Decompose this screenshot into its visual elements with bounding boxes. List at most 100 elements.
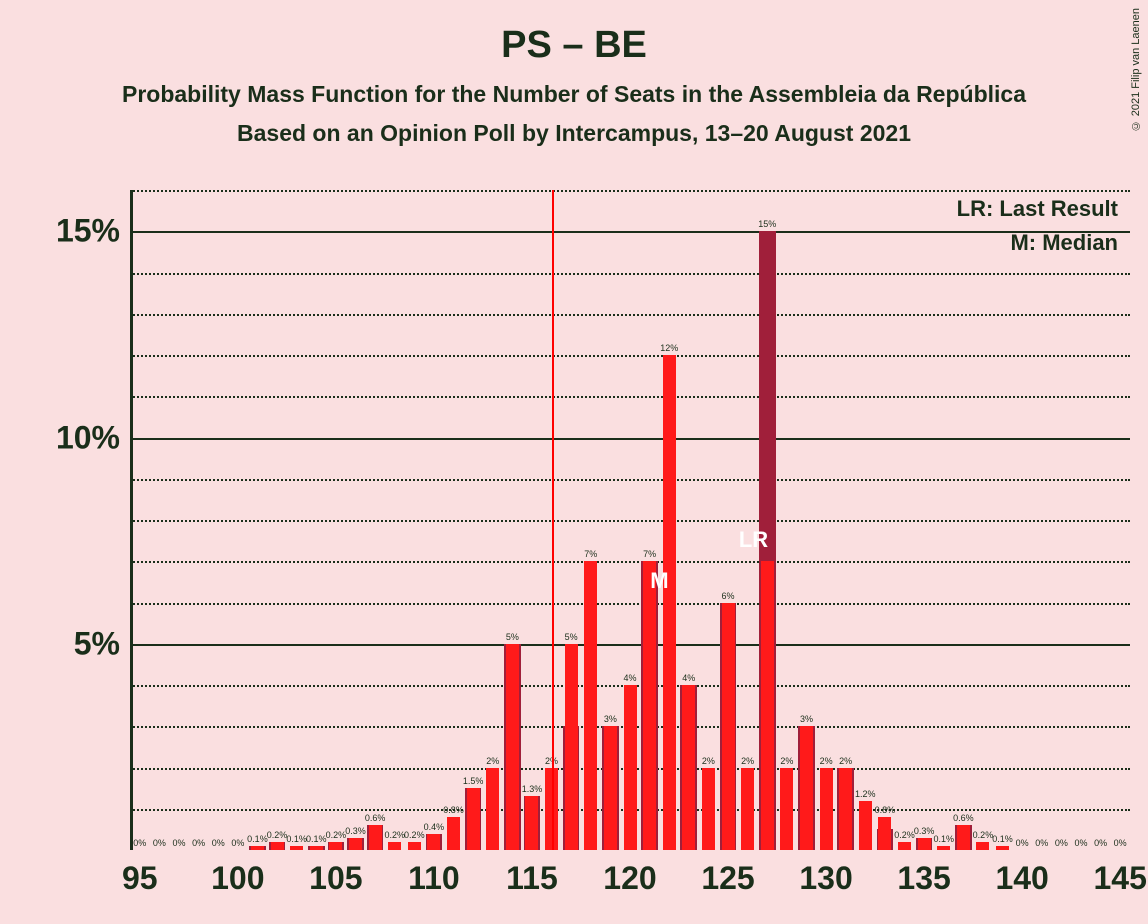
bar-value-label: 2% bbox=[820, 756, 833, 766]
bar-value-label: 0.3% bbox=[914, 826, 935, 836]
bar-value-label: 5% bbox=[565, 632, 578, 642]
bar-front bbox=[800, 726, 813, 850]
median-line bbox=[552, 190, 554, 850]
bar-front bbox=[663, 355, 676, 850]
x-tick-label: 120 bbox=[603, 860, 656, 897]
bar-value-label: 0.2% bbox=[384, 830, 405, 840]
bar-value-label: 0.6% bbox=[953, 813, 974, 823]
bar-front bbox=[682, 685, 695, 850]
bar-value-label: 4% bbox=[623, 673, 636, 683]
bar-front bbox=[408, 842, 421, 850]
bar-front bbox=[976, 842, 989, 850]
x-tick-label: 110 bbox=[408, 860, 460, 897]
bar-value-label: 0.3% bbox=[345, 826, 366, 836]
x-tick-label: 145 bbox=[1093, 860, 1146, 897]
bar-front bbox=[427, 834, 440, 851]
gridline-major bbox=[130, 644, 1130, 646]
bar-front bbox=[388, 842, 401, 850]
bar-front bbox=[565, 644, 578, 850]
bar-value-label: 0% bbox=[1074, 838, 1087, 848]
bar-value-label: 2% bbox=[839, 756, 852, 766]
bar-value-label: 0% bbox=[192, 838, 205, 848]
gridline-minor bbox=[130, 561, 1130, 563]
legend-last-result: LR: Last Result bbox=[957, 196, 1118, 222]
bar-front bbox=[780, 768, 793, 851]
bar-value-label: 0% bbox=[231, 838, 244, 848]
bar-value-label: 6% bbox=[722, 591, 735, 601]
bar-front bbox=[486, 768, 499, 851]
bar-front bbox=[349, 838, 362, 850]
chart-title: PS – BE bbox=[0, 0, 1148, 67]
gridline-minor bbox=[130, 603, 1130, 605]
bar-value-label: 2% bbox=[741, 756, 754, 766]
bar-front bbox=[624, 685, 637, 850]
bar-value-label: 0.1% bbox=[933, 834, 954, 844]
bar-value-label: 3% bbox=[604, 714, 617, 724]
bar-value-label: 0.1% bbox=[286, 834, 307, 844]
x-tick-label: 100 bbox=[211, 860, 264, 897]
bar-front bbox=[761, 561, 774, 850]
gridline-minor bbox=[130, 479, 1130, 481]
bar-front bbox=[447, 817, 460, 850]
bar-front bbox=[310, 846, 323, 850]
bar-value-label: 15% bbox=[758, 219, 776, 229]
bar-value-label: 0.2% bbox=[894, 830, 915, 840]
bar-front bbox=[898, 842, 911, 850]
y-tick-label: 5% bbox=[40, 625, 120, 662]
bar-value-label: 0.8% bbox=[443, 805, 464, 815]
chart-subtitle: Probability Mass Function for the Number… bbox=[0, 67, 1148, 108]
chart-area: LR: Last Result M: Median 0%0%0%0%0%0%0.… bbox=[0, 190, 1148, 924]
chart-subtitle-2: Based on an Opinion Poll by Intercampus,… bbox=[0, 108, 1148, 147]
bar-value-label: 3% bbox=[800, 714, 813, 724]
gridline-major bbox=[130, 438, 1130, 440]
last-result-marker-label: LR bbox=[739, 527, 768, 553]
bar-front bbox=[820, 768, 833, 851]
y-tick-label: 10% bbox=[40, 419, 120, 456]
bar-front bbox=[741, 768, 754, 851]
bar-front bbox=[329, 842, 342, 850]
bar-front bbox=[604, 726, 617, 850]
gridline-minor bbox=[130, 396, 1130, 398]
bar-value-label: 7% bbox=[643, 549, 656, 559]
bar-front bbox=[251, 846, 264, 850]
gridline-minor bbox=[130, 314, 1130, 316]
bar-front bbox=[839, 768, 852, 851]
bar-front bbox=[290, 846, 303, 850]
bar-value-label: 0.2% bbox=[326, 830, 347, 840]
gridline-minor bbox=[130, 190, 1130, 192]
bar-value-label: 0.6% bbox=[365, 813, 386, 823]
bar-value-label: 0% bbox=[1094, 838, 1107, 848]
bar-value-label: 0% bbox=[212, 838, 225, 848]
bar-value-label: 0% bbox=[1055, 838, 1068, 848]
x-tick-label: 130 bbox=[799, 860, 852, 897]
x-tick-label: 115 bbox=[506, 860, 558, 897]
bar-value-label: 0% bbox=[133, 838, 146, 848]
x-tick-label: 95 bbox=[122, 860, 158, 897]
bar-value-label: 5% bbox=[506, 632, 519, 642]
median-marker-label: M bbox=[650, 568, 668, 594]
y-tick-label: 15% bbox=[40, 213, 120, 250]
bar-front bbox=[369, 825, 382, 850]
bar-value-label: 0% bbox=[1035, 838, 1048, 848]
x-tick-label: 140 bbox=[995, 860, 1048, 897]
bar-value-label: 2% bbox=[702, 756, 715, 766]
gridline-minor bbox=[130, 355, 1130, 357]
bar-front bbox=[584, 561, 597, 850]
bar-front bbox=[467, 788, 480, 850]
bar-front bbox=[957, 825, 970, 850]
bar-value-label: 1.5% bbox=[463, 776, 484, 786]
copyright-label: © 2021 Filip van Laenen bbox=[1130, 8, 1142, 131]
bar-value-label: 2% bbox=[780, 756, 793, 766]
x-tick-label: 125 bbox=[701, 860, 754, 897]
bar-value-label: 0% bbox=[173, 838, 186, 848]
bar-value-label: 1.2% bbox=[855, 789, 876, 799]
bar-value-label: 1.3% bbox=[522, 784, 543, 794]
gridline-major bbox=[130, 231, 1130, 233]
bar-front bbox=[722, 603, 735, 851]
bar-value-label: 0.1% bbox=[992, 834, 1013, 844]
bar-value-label: 2% bbox=[486, 756, 499, 766]
bar-value-label: 0.2% bbox=[404, 830, 425, 840]
bar-value-label: 0% bbox=[153, 838, 166, 848]
x-tick-label: 105 bbox=[309, 860, 362, 897]
x-tick-label: 135 bbox=[897, 860, 950, 897]
